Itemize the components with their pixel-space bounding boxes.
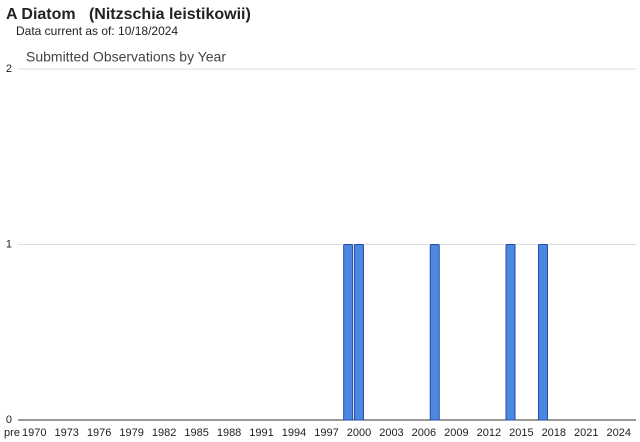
x-tick-label: 1979 <box>119 427 143 439</box>
x-tick-label: 1982 <box>152 427 176 439</box>
x-tick-label: 1988 <box>217 427 241 439</box>
x-tick-label: 1991 <box>249 427 273 439</box>
y-tick-label: 1 <box>6 238 12 250</box>
x-tick-label: 1976 <box>87 427 111 439</box>
x-tick-label: 1994 <box>282 427 306 439</box>
bar <box>505 244 516 421</box>
x-tick-label: 1970 <box>22 427 46 439</box>
page-title: A Diatom (Nitzschia leistikowii) <box>6 6 251 23</box>
x-tick-label: 1997 <box>314 427 338 439</box>
x-tick-label: 2018 <box>542 427 566 439</box>
subtitle: Data current as of: 10/18/2024 <box>16 24 178 38</box>
bar <box>537 244 548 421</box>
chart-title: Submitted Observations by Year <box>26 49 226 65</box>
x-tick-label: 2003 <box>379 427 403 439</box>
x-tick-label: pre <box>4 427 20 439</box>
x-tick-label: 2009 <box>444 427 468 439</box>
x-tick-label: 2000 <box>347 427 371 439</box>
x-tick-label: 2021 <box>574 427 598 439</box>
x-tick-label: 2012 <box>477 427 501 439</box>
x-tick-label: 2024 <box>607 427 631 439</box>
x-tick-label: 1985 <box>184 427 208 439</box>
bar <box>353 244 364 421</box>
y-tick-label: 0 <box>6 414 12 426</box>
y-tick-label: 2 <box>6 63 12 75</box>
bar <box>343 244 354 421</box>
x-tick-label: 2006 <box>412 427 436 439</box>
x-tick-label: 1973 <box>54 427 78 439</box>
x-tick-label: 2015 <box>509 427 533 439</box>
bar <box>429 244 440 421</box>
